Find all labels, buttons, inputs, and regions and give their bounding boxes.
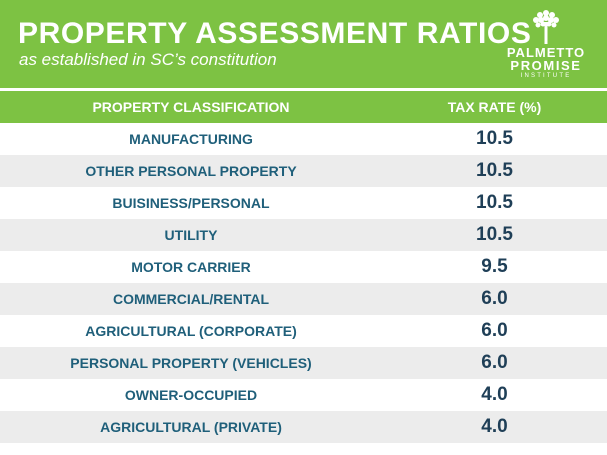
tax-rate-cell: 4.0 bbox=[481, 416, 508, 437]
tax-rate-cell: 10.5 bbox=[476, 128, 513, 149]
palmetto-tree-icon bbox=[533, 10, 559, 44]
table-row: OWNER-OCCUPIED 4.0 bbox=[0, 379, 607, 411]
column-header-tax-rate: TAX RATE (%) bbox=[447, 99, 542, 115]
tax-rate-cell: 10.5 bbox=[476, 160, 513, 181]
tax-rate-cell: 9.5 bbox=[481, 256, 508, 277]
property-classification-cell: MANUFACTURING bbox=[129, 131, 253, 147]
property-classification-cell: UTILITY bbox=[164, 227, 218, 243]
table-row: MANUFACTURING 10.5 bbox=[0, 123, 607, 155]
table-row: COMMERCIAL/RENTAL 6.0 bbox=[0, 283, 607, 315]
logo-text-palmetto: PALMETTO bbox=[506, 45, 586, 60]
property-classification-cell: OTHER PERSONAL PROPERTY bbox=[85, 163, 297, 179]
table-row: PERSONAL PROPERTY (VEHICLES) 6.0 bbox=[0, 347, 607, 379]
tax-rate-cell: 4.0 bbox=[481, 384, 508, 405]
table-row: UTILITY 10.5 bbox=[0, 219, 607, 251]
property-classification-cell: PERSONAL PROPERTY (VEHICLES) bbox=[70, 355, 312, 371]
title-banner: PROPERTY ASSESSMENT RATIOS as establishe… bbox=[0, 0, 607, 88]
logo-text-promise: PROMISE bbox=[510, 58, 582, 73]
property-classification-cell: MOTOR CARRIER bbox=[131, 259, 251, 275]
table-row: AGRICULTURAL (CORPORATE) 6.0 bbox=[0, 315, 607, 347]
tax-rate-cell: 10.5 bbox=[476, 224, 513, 245]
tax-rate-cell: 6.0 bbox=[481, 352, 508, 373]
tax-rate-cell: 10.5 bbox=[476, 192, 513, 213]
property-classification-cell: BUISINESS/PERSONAL bbox=[112, 195, 270, 211]
property-classification-cell: COMMERCIAL/RENTAL bbox=[112, 291, 270, 307]
property-classification-cell: AGRICULTURAL (CORPORATE) bbox=[85, 323, 297, 339]
table-header-row: PROPERTY CLASSIFICATION TAX RATE (%) bbox=[0, 91, 607, 123]
table-row: BUISINESS/PERSONAL 10.5 bbox=[0, 187, 607, 219]
logo-text-institute: INSTITUTE bbox=[520, 73, 572, 79]
tax-rate-cell: 6.0 bbox=[481, 320, 508, 341]
property-classification-cell: OWNER-OCCUPIED bbox=[124, 387, 258, 403]
tax-rate-cell: 6.0 bbox=[481, 288, 508, 309]
table-row: OTHER PERSONAL PROPERTY 10.5 bbox=[0, 155, 607, 187]
property-classification-cell: AGRICULTURAL (PRIVATE) bbox=[100, 419, 282, 435]
page-title: PROPERTY ASSESSMENT RATIOS bbox=[18, 17, 532, 50]
page-subtitle: as established in SC’s constitution bbox=[19, 50, 277, 69]
table-row: MOTOR CARRIER 9.5 bbox=[0, 251, 607, 283]
palmetto-promise-logo: PALMETTO PROMISE INSTITUTE bbox=[501, 8, 591, 84]
table-body: MANUFACTURING 10.5 OTHER PERSONAL PROPERTY… bbox=[0, 123, 607, 443]
table-row: AGRICULTURAL (PRIVATE) 4.0 bbox=[0, 411, 607, 443]
column-header-classification: PROPERTY CLASSIFICATION bbox=[92, 99, 290, 115]
